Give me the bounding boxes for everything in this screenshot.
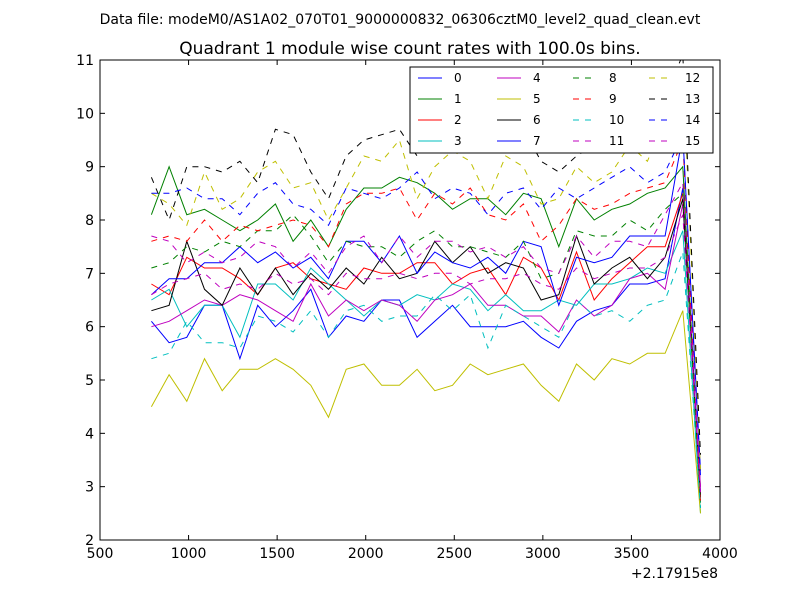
x-tick-label-2000: 2000	[348, 546, 384, 562]
legend-box	[409, 66, 714, 154]
legend-label-13: 13	[685, 92, 700, 106]
legend-label-8: 8	[609, 71, 617, 85]
y-tick-label-4: 4	[85, 426, 94, 442]
legend-label-15: 15	[685, 134, 700, 148]
series-line-9	[151, 139, 701, 503]
chart-suptitle: Data file: modeM0/AS1A02_070T01_90000008…	[100, 12, 701, 28]
series-line-15	[151, 214, 701, 493]
axis-ticks: 500 1000 1500 2000 2500 3000 3500 4000 2 3 4 5 6 7 8 9 1…	[76, 53, 738, 562]
series-line-0	[151, 187, 701, 493]
series-line-10	[151, 251, 701, 509]
legend-label-9: 9	[609, 92, 617, 106]
series-line-2	[151, 193, 701, 498]
axes-frame	[99, 59, 721, 541]
y-tick-label-7: 7	[85, 266, 94, 282]
series-line-7	[151, 134, 701, 471]
y-tick-label-2: 2	[85, 533, 94, 549]
y-tick-label-10: 10	[76, 106, 94, 122]
legend-label-10: 10	[609, 113, 624, 127]
series-line-11	[151, 180, 701, 487]
series-line-4	[151, 203, 701, 487]
legend-label-7: 7	[533, 134, 541, 148]
x-axis-offset-label: +2.17915e8	[631, 566, 718, 582]
legend-label-3: 3	[454, 134, 462, 148]
legend-label-6: 6	[533, 113, 541, 127]
x-tick-label-2500: 2500	[436, 546, 472, 562]
series-line-1	[150, 165, 701, 503]
legend-label-0: 0	[454, 71, 462, 85]
x-tick-label-4000: 4000	[702, 546, 738, 562]
x-tick-label-3500: 3500	[614, 546, 650, 562]
series-line-14	[151, 134, 701, 477]
series-line-6	[151, 198, 701, 498]
legend-label-2: 2	[454, 113, 462, 127]
plot-area	[99, 59, 721, 541]
x-tick-label-3000: 3000	[525, 546, 561, 562]
x-tick-label-1500: 1500	[259, 546, 295, 562]
y-tick-label-6: 6	[85, 320, 94, 336]
series-line-3	[151, 230, 701, 514]
legend-label-14: 14	[685, 113, 700, 127]
y-tick-label-9: 9	[85, 160, 94, 176]
series-lines	[150, 60, 701, 514]
series-line-12	[151, 65, 701, 471]
legend-label-4: 4	[533, 71, 541, 85]
y-tick-label-11: 11	[76, 53, 94, 69]
legend-label-5: 5	[533, 92, 541, 106]
chart-title: Quadrant 1 module wise count rates with …	[179, 39, 640, 59]
x-tick-label-1000: 1000	[171, 546, 207, 562]
legend-label-11: 11	[609, 134, 624, 148]
x-tick-label-500: 500	[87, 546, 114, 562]
y-tick-label-5: 5	[85, 373, 94, 389]
series-line-8	[151, 192, 701, 509]
y-tick-label-8: 8	[85, 213, 94, 229]
legend-label-1: 1	[454, 92, 462, 106]
legend-label-12: 12	[685, 71, 700, 85]
y-tick-label-3: 3	[85, 480, 94, 496]
series-line-5	[150, 310, 701, 514]
